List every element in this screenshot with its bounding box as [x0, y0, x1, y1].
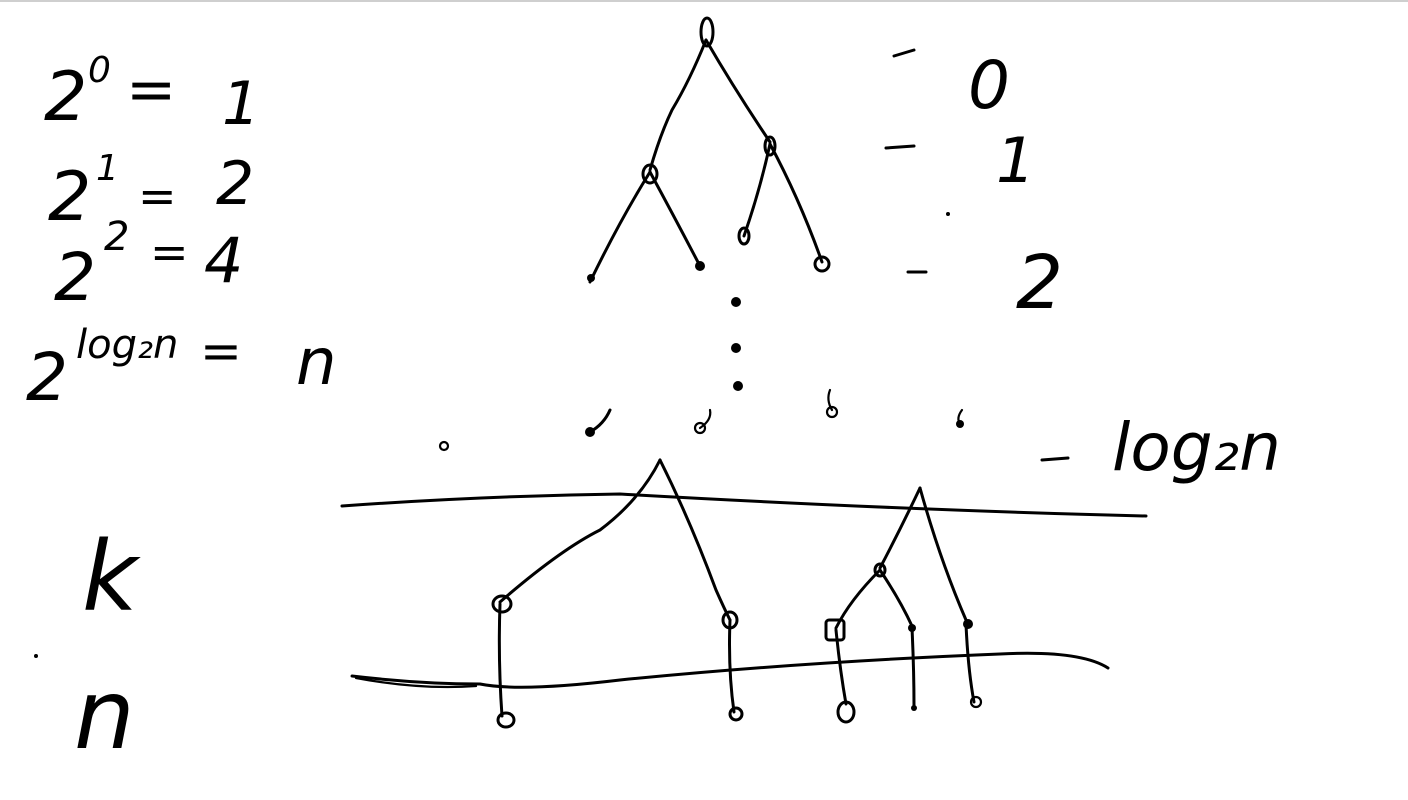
lower-right-inner-left	[834, 568, 882, 630]
lower-right-drop-b	[910, 626, 916, 708]
node-level2-a	[587, 274, 595, 282]
side-label-n: n	[74, 659, 135, 771]
node-root	[699, 16, 715, 48]
ellipsis-dot-1	[731, 297, 741, 307]
power-0-base: 2	[44, 58, 87, 137]
power-0-equals: =	[126, 55, 176, 125]
level-0-label: 0	[968, 47, 1010, 124]
power-2-value: 4	[204, 224, 243, 297]
edge-left-leftleaf	[588, 170, 652, 284]
power-1-value: 2	[216, 149, 254, 219]
lower-left-edge-left	[498, 458, 662, 604]
upper-horizontal-line	[340, 492, 1148, 518]
deep-node-4	[825, 405, 839, 419]
lower-left-drop-a	[497, 602, 504, 718]
power-2-base: 2	[54, 239, 96, 316]
power-row-2: 2 2 = 4	[54, 214, 243, 316]
edge-right-leftleaf	[742, 142, 772, 238]
lower-left-leaf-b	[728, 706, 744, 722]
ellipsis-dots	[731, 297, 743, 391]
node-level1-left	[641, 163, 659, 185]
lower-band	[340, 492, 1148, 689]
power-2-exponent: 2	[104, 214, 129, 260]
stray-dot	[34, 654, 38, 658]
level-1-stray-dot	[946, 212, 950, 216]
lower-right-leaf-b	[911, 705, 917, 711]
deep-level-nodes	[438, 388, 964, 452]
lower-right-node-c	[963, 619, 973, 629]
lower-right-node-b	[908, 624, 916, 632]
edge-root-right	[704, 38, 772, 144]
node-level2-b	[695, 261, 705, 271]
deep-node-2	[585, 427, 595, 437]
power-0-exponent: 0	[88, 50, 111, 91]
canvas-top-border	[0, 0, 1408, 2]
lower-right-leaf-a	[836, 700, 856, 724]
lower-right-drop-a	[834, 628, 848, 706]
lower-right-edge-right	[918, 486, 968, 622]
level-2-label: 2	[1016, 240, 1063, 326]
level-log-dash	[1040, 456, 1070, 462]
power-row-1: 2 1 = 2	[48, 148, 254, 237]
lower-left-drop-b	[728, 618, 736, 714]
power-log-value: n	[296, 326, 337, 400]
edge-root-left	[648, 38, 708, 172]
deep-node-3	[693, 421, 707, 435]
power-0-value: 1	[222, 69, 260, 139]
lower-left-edge-right	[658, 458, 732, 622]
deep-node-5	[956, 420, 964, 428]
power-row-0: 2 0 = 1	[44, 50, 260, 139]
upper-binary-tree	[587, 16, 831, 284]
lower-right-node-root	[873, 562, 887, 578]
lower-right-edge-left	[878, 486, 922, 570]
lower-right-inner-right	[878, 568, 914, 628]
deep-node-1	[438, 440, 450, 452]
lower-right-node-a	[824, 618, 846, 642]
edge-right-rightleaf	[768, 142, 824, 264]
edge-left-rightleaf	[648, 170, 702, 268]
side-label-k: k	[82, 521, 141, 633]
power-2-equals: =	[150, 225, 189, 279]
lower-left-node-a	[491, 594, 513, 614]
level-0-dash	[892, 48, 916, 58]
lower-right-drop-c	[964, 622, 976, 704]
lower-line-stroke-overlap	[354, 676, 478, 689]
node-level2-d	[813, 255, 831, 273]
lower-right-leaf-c	[969, 695, 983, 709]
lower-left-subtree	[491, 458, 744, 729]
deep-node-3-tail	[698, 408, 712, 430]
lower-left-leaf-a	[496, 711, 516, 729]
lower-horizontal-line	[350, 651, 1110, 689]
ellipsis-dot-2	[731, 343, 741, 353]
power-1-base: 2	[48, 158, 91, 237]
power-1-equals: =	[138, 169, 177, 223]
power-log-base: 2	[26, 339, 68, 416]
level-log-label: log₂n	[1112, 409, 1281, 486]
node-level1-right	[763, 135, 777, 157]
power-log-exponent: log₂n	[76, 322, 178, 368]
level-labels: 0 1 2 log₂n	[884, 47, 1281, 486]
power-1-exponent: 1	[96, 148, 119, 189]
deep-node-4-tail	[827, 388, 834, 412]
lower-left-node-b	[721, 610, 739, 630]
level-1-label: 1	[996, 124, 1035, 197]
powers-of-two: 2 0 = 1 2 1 = 2 2 2 = 4 2 log₂n = n	[26, 50, 337, 416]
node-level2-c	[737, 226, 751, 246]
power-row-log: 2 log₂n = n	[26, 322, 337, 416]
lower-right-subtree	[824, 486, 983, 724]
power-log-equals: =	[200, 322, 242, 380]
level-1-dash	[884, 144, 916, 150]
ellipsis-dot-3	[733, 381, 743, 391]
